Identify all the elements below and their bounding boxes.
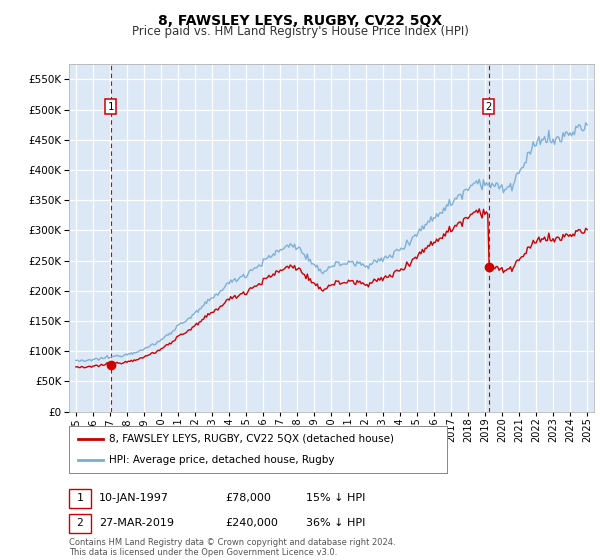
Text: 8, FAWSLEY LEYS, RUGBY, CV22 5QX (detached house): 8, FAWSLEY LEYS, RUGBY, CV22 5QX (detach… bbox=[109, 434, 394, 444]
Text: 2: 2 bbox=[485, 102, 492, 111]
Text: Price paid vs. HM Land Registry's House Price Index (HPI): Price paid vs. HM Land Registry's House … bbox=[131, 25, 469, 38]
Text: £78,000: £78,000 bbox=[225, 493, 271, 503]
Text: Contains HM Land Registry data © Crown copyright and database right 2024.
This d: Contains HM Land Registry data © Crown c… bbox=[69, 538, 395, 557]
Text: 15% ↓ HPI: 15% ↓ HPI bbox=[306, 493, 365, 503]
Text: £240,000: £240,000 bbox=[225, 518, 278, 528]
Text: 8, FAWSLEY LEYS, RUGBY, CV22 5QX: 8, FAWSLEY LEYS, RUGBY, CV22 5QX bbox=[158, 14, 442, 28]
Text: 1: 1 bbox=[107, 102, 114, 111]
Text: 27-MAR-2019: 27-MAR-2019 bbox=[99, 518, 174, 528]
Text: 36% ↓ HPI: 36% ↓ HPI bbox=[306, 518, 365, 528]
Text: 1: 1 bbox=[76, 493, 83, 503]
Text: HPI: Average price, detached house, Rugby: HPI: Average price, detached house, Rugb… bbox=[109, 455, 334, 465]
Text: 2: 2 bbox=[76, 518, 83, 528]
Text: 10-JAN-1997: 10-JAN-1997 bbox=[99, 493, 169, 503]
